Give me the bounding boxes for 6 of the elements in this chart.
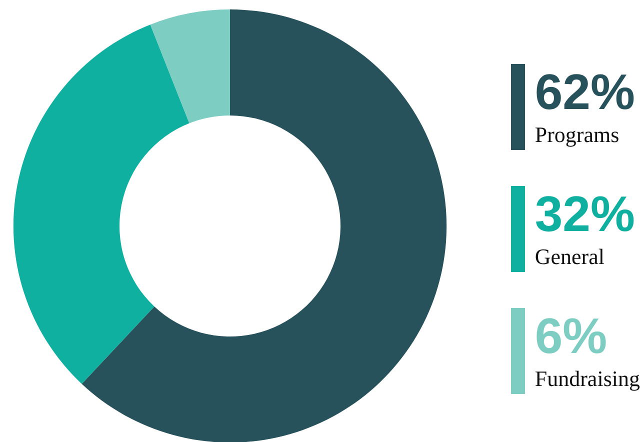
- legend-label: General: [534, 243, 604, 271]
- data-label: 62%: [534, 64, 635, 120]
- legend-label: Programs: [534, 121, 620, 149]
- legend-label: Fundraising: [534, 365, 640, 393]
- data-label: 32%: [534, 186, 635, 242]
- data-label: 6%: [534, 308, 608, 364]
